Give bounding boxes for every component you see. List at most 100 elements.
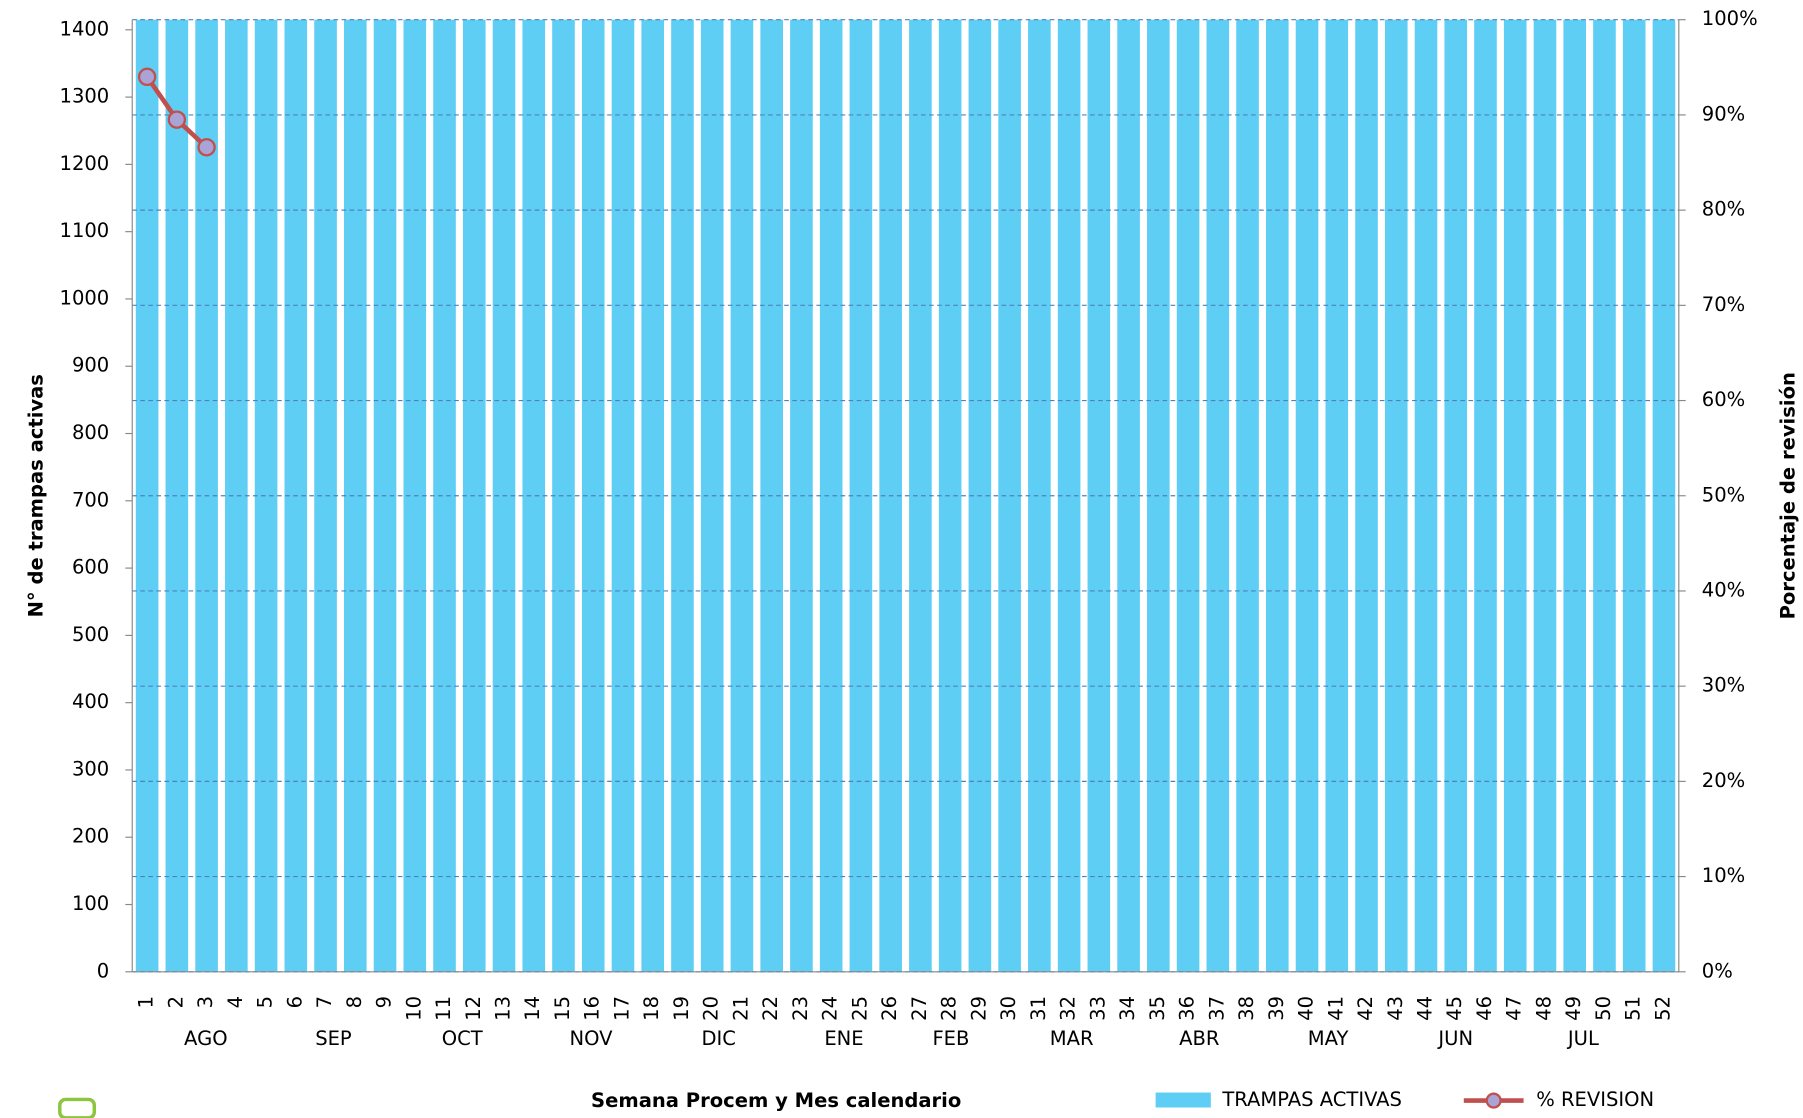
x-tick-label: 25 [848, 996, 871, 1021]
y-tick-label: 900 [72, 354, 109, 377]
x-tick-label: 21 [729, 996, 752, 1021]
y2-tick-label: 50% [1702, 483, 1745, 506]
bar [819, 19, 843, 972]
legend-swatch [1155, 1092, 1211, 1108]
y-tick-label: 400 [72, 690, 109, 713]
bar [225, 19, 248, 972]
x-tick-label: 11 [432, 996, 455, 1021]
x-tick-label: 18 [640, 996, 663, 1021]
y2-tick-label: 70% [1702, 293, 1745, 316]
x-tick-label: 42 [1354, 996, 1377, 1021]
y2-tick-label: 80% [1702, 198, 1745, 221]
y-tick-label: 700 [72, 488, 109, 511]
x-tick-label: 9 [373, 996, 396, 1008]
bar [641, 19, 665, 972]
x-tick-label: 19 [670, 996, 693, 1021]
x-tick-label: 1 [135, 996, 158, 1008]
bar [611, 19, 635, 972]
bar [730, 19, 754, 972]
x-tick-label: 35 [1146, 996, 1169, 1021]
bar [254, 19, 278, 972]
x-tick-label: 15 [551, 996, 574, 1021]
x-tick-label: 51 [1622, 996, 1645, 1021]
x-tick-label: 44 [1414, 996, 1437, 1021]
x-tick-label: 33 [1086, 996, 1109, 1021]
bar [1295, 19, 1319, 972]
x-tick-label: 31 [1027, 996, 1050, 1021]
bar [552, 19, 575, 972]
y-tick-label: 600 [72, 556, 109, 579]
y-tick-label: 1200 [60, 152, 110, 175]
bar [522, 19, 546, 972]
x-tick-label: 50 [1592, 996, 1615, 1021]
y2-tick-label: 0% [1702, 959, 1733, 982]
y2-tick-label: 90% [1702, 102, 1745, 125]
bar [938, 19, 962, 972]
x-tick-label: 12 [462, 996, 485, 1021]
y-tick-label: 1000 [60, 286, 110, 309]
x-tick-label: 46 [1473, 996, 1496, 1021]
x-tick-label: 4 [224, 996, 247, 1008]
x-tick-label: 43 [1384, 996, 1407, 1021]
x-tick-label: 17 [610, 996, 633, 1021]
month-label: NOV [570, 1027, 614, 1050]
month-label: FEB [932, 1027, 969, 1050]
bar [1622, 19, 1646, 972]
x-tick-label: 27 [908, 996, 931, 1021]
month-label: DIC [701, 1027, 735, 1050]
y-tick-label: 1300 [60, 85, 110, 108]
x-tick-label: 16 [581, 996, 604, 1021]
y-tick-label: 100 [72, 892, 109, 915]
bar [1117, 19, 1140, 972]
x-tick-label: 49 [1562, 996, 1585, 1021]
x-tick-label: 47 [1503, 996, 1526, 1021]
x-tick-label: 10 [402, 996, 425, 1021]
y2-tick-label: 100% [1702, 7, 1758, 30]
x-tick-label: 36 [1176, 996, 1199, 1021]
y-tick-label: 1100 [60, 219, 110, 242]
y-tick-label: 200 [72, 825, 109, 848]
x-tick-label: 26 [878, 996, 901, 1021]
legend-label: % REVISION [1536, 1088, 1654, 1111]
x-tick-label: 34 [1116, 996, 1139, 1021]
y-tick-label: 0 [97, 959, 109, 982]
x-tick-label: 23 [789, 996, 812, 1021]
legend-marker [1485, 1092, 1502, 1109]
y-tick-label: 800 [72, 421, 109, 444]
bar [433, 19, 456, 972]
y2-tick-label: 10% [1702, 864, 1745, 887]
month-label: OCT [442, 1027, 483, 1050]
legend-label: TRAMPAS ACTIVAS [1221, 1088, 1402, 1111]
x-tick-label: 24 [819, 996, 842, 1021]
x-tick-label: 8 [343, 996, 366, 1008]
x-tick-label: 30 [997, 996, 1020, 1021]
month-label: SEP [315, 1027, 352, 1050]
bar [1414, 19, 1438, 972]
x-tick-label: 3 [194, 996, 217, 1008]
bar [1503, 19, 1527, 972]
marker [197, 138, 216, 157]
bar [135, 19, 159, 972]
y2-tick-label: 20% [1702, 769, 1745, 792]
x-tick-label: 22 [759, 996, 782, 1021]
y2-tick-label: 60% [1702, 388, 1745, 411]
x-tick-label: 45 [1443, 996, 1466, 1021]
month-label: MAY [1308, 1027, 1349, 1050]
month-label: ENE [824, 1027, 863, 1050]
bar [1206, 19, 1230, 972]
x-tick-label: 20 [700, 996, 723, 1021]
x-tick-label: 13 [492, 996, 515, 1021]
y-axis-title: N° de trampas activas [24, 374, 47, 617]
x-tick-label: 37 [1205, 996, 1228, 1021]
bar [343, 19, 367, 972]
y-tick-label: 300 [72, 757, 109, 780]
month-label: AGO [184, 1027, 228, 1050]
x-tick-label: 5 [254, 996, 277, 1008]
logo [58, 1097, 97, 1118]
x-tick-label: 38 [1235, 996, 1258, 1021]
x-tick-label: 52 [1651, 996, 1674, 1021]
bar [1593, 19, 1616, 972]
x-tick-label: 41 [1324, 996, 1347, 1021]
x-tick-label: 28 [938, 996, 961, 1021]
